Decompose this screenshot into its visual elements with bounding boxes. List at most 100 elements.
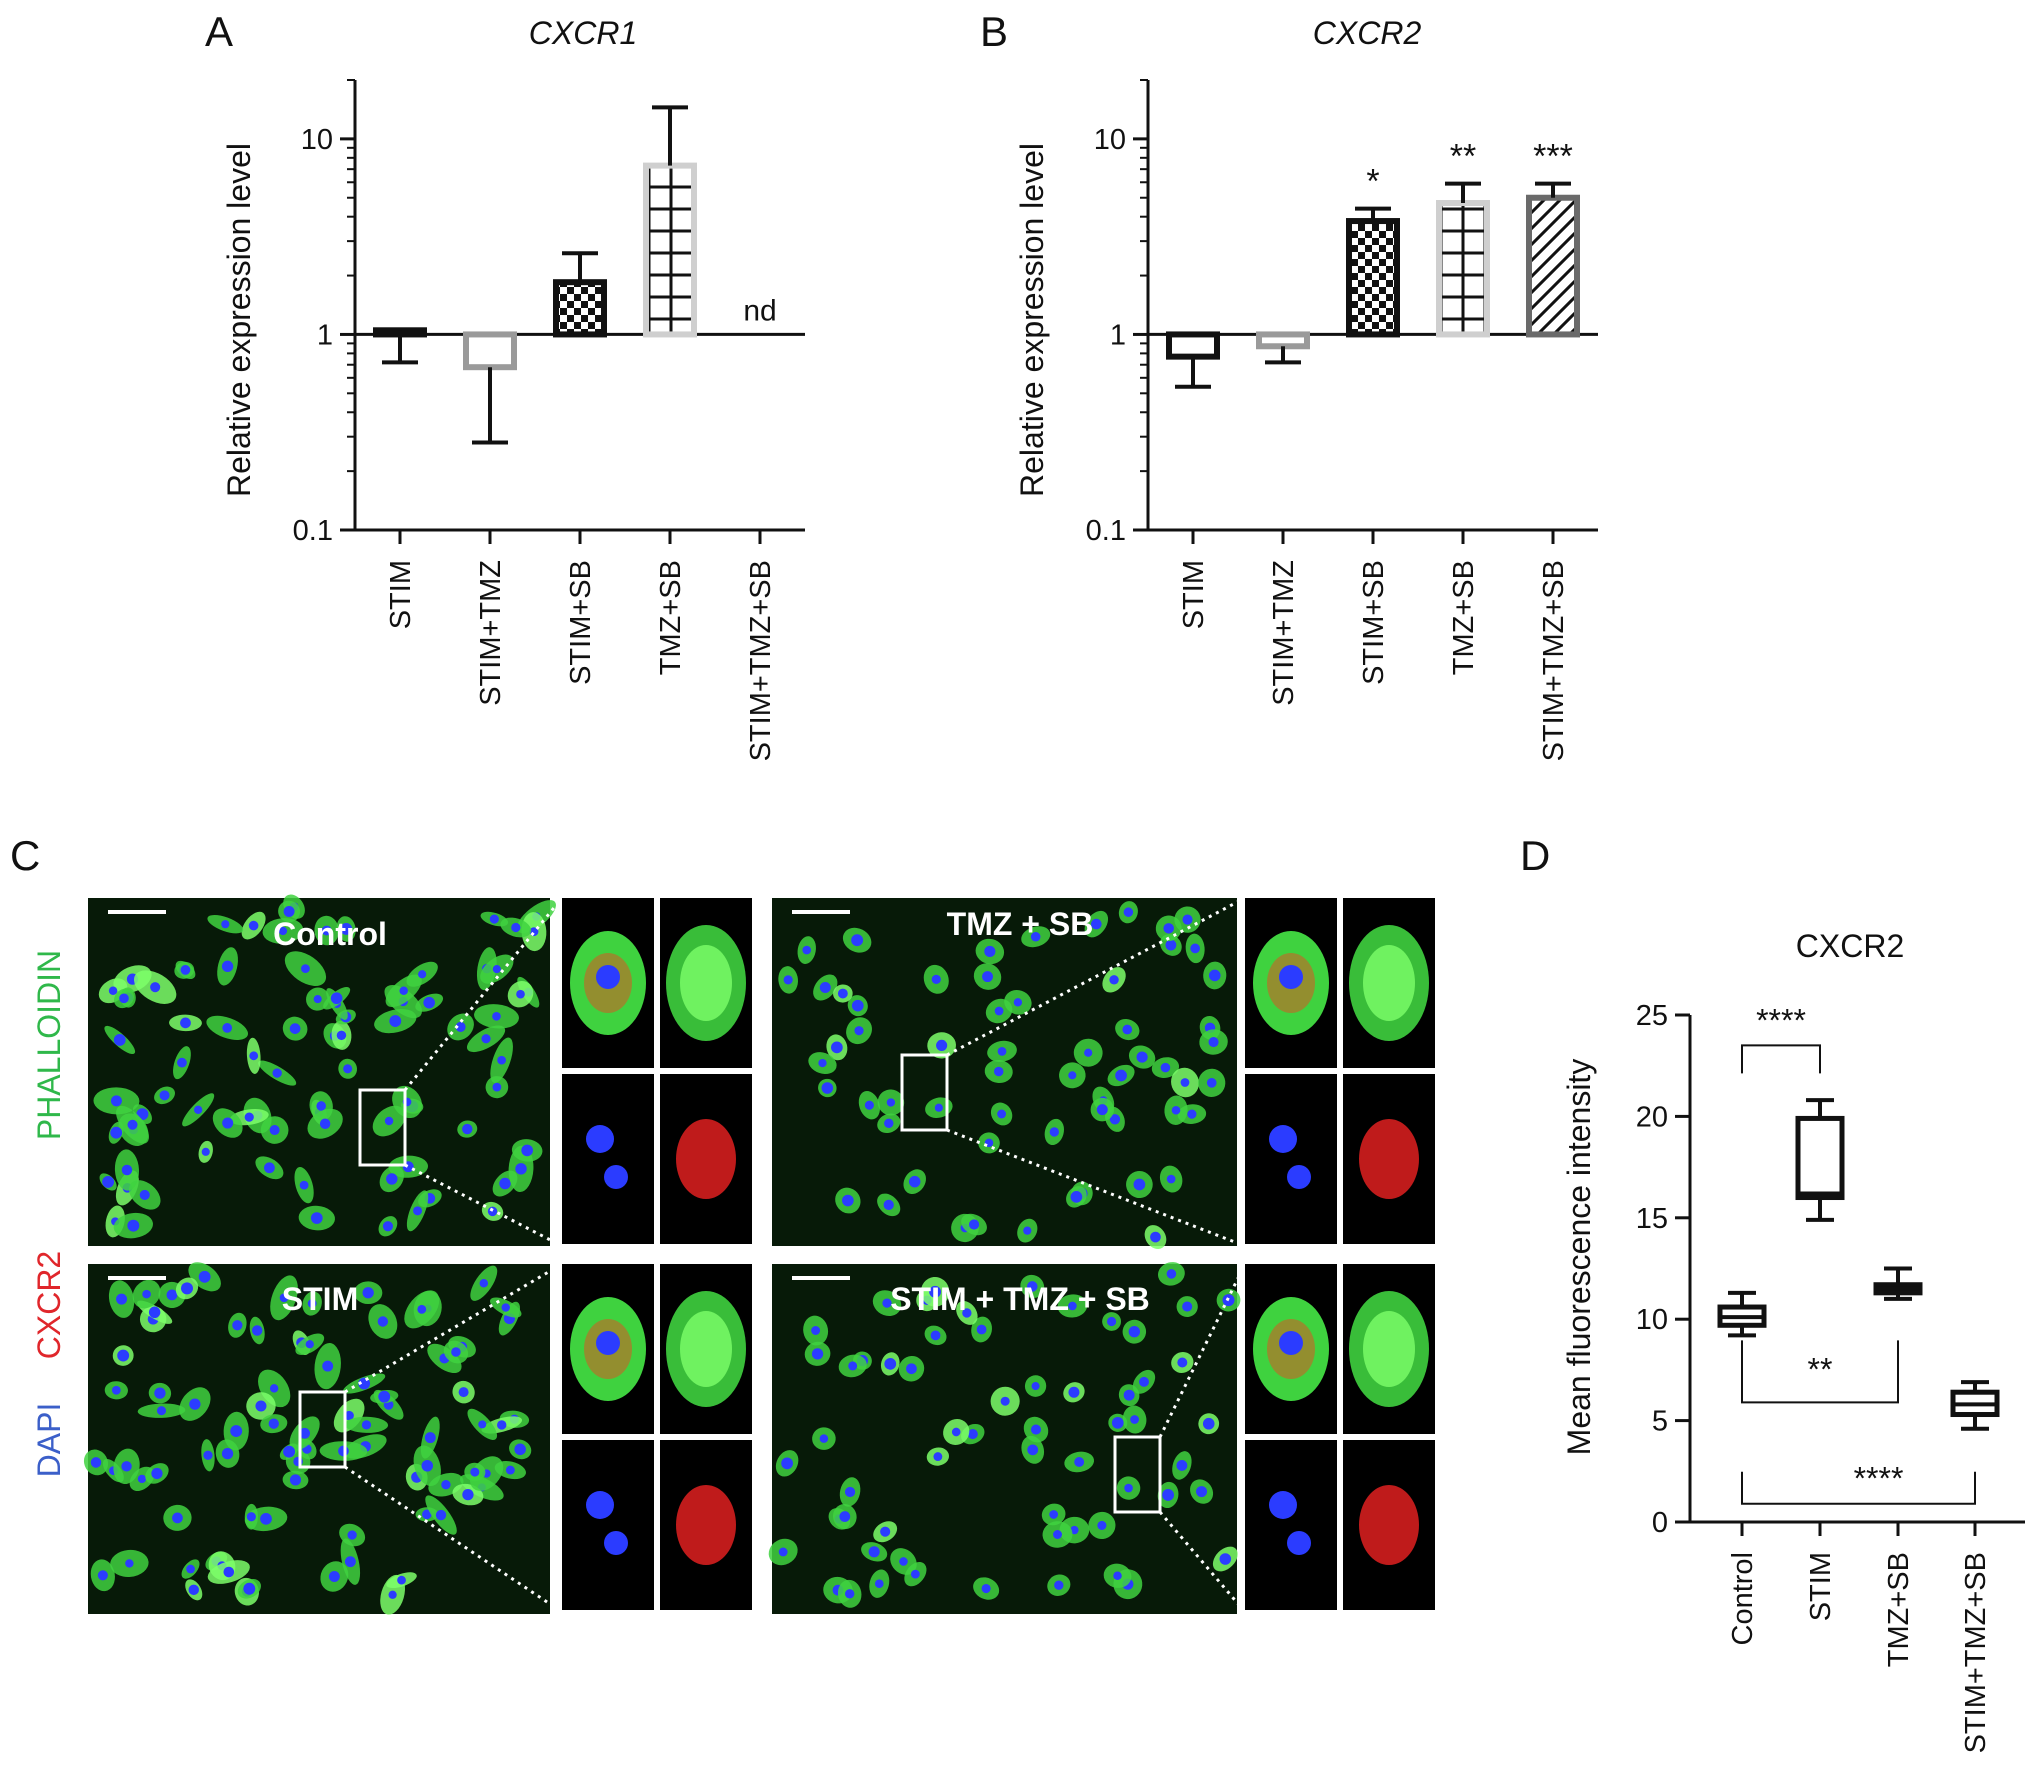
cell-nucleus (251, 1325, 263, 1336)
significance-bracket (1741, 1340, 1899, 1404)
panel-a-chart: A CXCR1 Relative expression level 0.1 1 10… (205, 8, 805, 761)
cell-nucleus (344, 1410, 354, 1421)
cell-nucleus (802, 945, 812, 955)
cell-nucleus (423, 996, 435, 1009)
cell-nucleus (819, 1434, 829, 1443)
cell-nucleus (301, 964, 310, 974)
cell-nucleus (968, 1219, 980, 1230)
inset-nucleus (1279, 965, 1303, 989)
inset-cxcr2-signal (676, 1119, 736, 1199)
cell-nucleus (1030, 931, 1041, 942)
cell-nucleus (283, 905, 295, 917)
cell-nucleus (1054, 1580, 1064, 1590)
cell-nucleus (244, 1112, 254, 1122)
cell-nucleus (1030, 1424, 1042, 1435)
cell-nucleus (908, 1175, 921, 1188)
cell-nucleus (910, 1569, 920, 1579)
cell-nucleus (854, 1026, 864, 1036)
cell-nucleus (268, 1418, 279, 1429)
significance-label: **** (1756, 1002, 1806, 1038)
cell-nucleus (289, 1474, 302, 1486)
significance-bracket (1741, 1471, 1976, 1505)
x-tick-label: TMZ+SB (1883, 1552, 1915, 1667)
panel-b-letter: B (980, 8, 1008, 55)
cell-nucleus (148, 1306, 161, 1318)
cell-nucleus (1160, 1062, 1171, 1073)
cell-nucleus (319, 1118, 331, 1129)
cell-nucleus (418, 970, 427, 979)
cell-nucleus (1165, 939, 1177, 951)
cell-nucleus (967, 1429, 978, 1440)
cell-nucleus (382, 1221, 393, 1232)
cell-nucleus (127, 1219, 140, 1232)
x-tick-label: STIM+TMZ+SB (745, 560, 777, 761)
cell-nucleus (511, 922, 521, 933)
micrograph-panel: TMZ + SB (772, 896, 1435, 1250)
zoom-region-box (358, 1088, 407, 1167)
zoom-guide-line (946, 896, 1246, 1057)
panel-b-title: CXCR2 (1313, 15, 1422, 51)
panel-c-letter: C (10, 832, 40, 879)
cell-nucleus (378, 1390, 391, 1403)
cell-nucleus (899, 1557, 908, 1566)
box (1795, 1115, 1845, 1201)
cell-nucleus (1171, 1105, 1181, 1115)
cell-nucleus (299, 1180, 309, 1190)
cell-nucleus (501, 1303, 510, 1312)
cell-nucleus (156, 1406, 167, 1416)
zoom-guide-line (1158, 1263, 1247, 1438)
cell-nucleus (299, 1427, 311, 1439)
cell-nucleus (882, 1298, 892, 1308)
zoom-guide-line (404, 1163, 563, 1248)
cell-nucleus (492, 1012, 501, 1021)
cell-nucleus (781, 1457, 793, 1470)
cell-nucleus (492, 965, 501, 974)
cell-nucleus (880, 1526, 891, 1537)
bar (1526, 194, 1580, 338)
y-tick-label: 0 (1652, 1507, 1668, 1539)
cell-nucleus (343, 1064, 353, 1074)
zoom-guide-line (1158, 1511, 1247, 1613)
cell-nucleus (201, 1147, 210, 1156)
x-tick-label: STIM+TMZ+SB (1538, 560, 1570, 761)
bar (1436, 199, 1490, 338)
cell-nucleus (1074, 1457, 1085, 1467)
cell-nucleus (243, 1582, 256, 1595)
panel-d-letter: D (1520, 832, 1550, 879)
cell-nucleus (844, 1486, 856, 1498)
y-tick-label: 20 (1636, 1101, 1668, 1133)
cell-nucleus (462, 1488, 474, 1501)
cell-nucleus (499, 1177, 511, 1190)
significance-label: **** (1854, 1461, 1904, 1497)
cell-nucleus (884, 1357, 897, 1370)
y-tick-label: 10 (1094, 124, 1126, 156)
inset-cxcr2-signal (676, 1485, 736, 1565)
cell-nucleus (102, 1175, 115, 1188)
y-tick-label: 5 (1652, 1406, 1668, 1438)
cell-nucleus (1111, 1416, 1124, 1429)
cell-nucleus (417, 1304, 427, 1314)
x-tick-label: STIM (1178, 560, 1210, 629)
cell-nucleus (1053, 1530, 1062, 1539)
significance-label: ** (1450, 138, 1476, 176)
panel-d-ylabel: Mean fluorescence intensity (1561, 1059, 1597, 1456)
cell-nucleus (1190, 943, 1200, 954)
cell-nucleus (1123, 1389, 1135, 1401)
cell-nucleus (821, 1082, 834, 1094)
x-tick-label: STIM (1805, 1552, 1837, 1621)
cell-nucleus (90, 1457, 102, 1468)
cell-nucleus (819, 982, 831, 994)
cell-nucleus (934, 1103, 943, 1112)
stain-label: CXCR2 (31, 1251, 67, 1359)
cell-nucleus (330, 992, 343, 1005)
cell-nucleus (193, 1105, 203, 1115)
cell-nucleus (997, 1109, 1007, 1119)
cell-nucleus (421, 1460, 434, 1472)
zoom-guide-line (403, 897, 564, 1091)
cell-nucleus (462, 1123, 473, 1135)
zoom-region-box (1113, 1435, 1162, 1514)
cell-nucleus (521, 1144, 533, 1157)
cell-nucleus (497, 1055, 507, 1065)
cell-nucleus (347, 1530, 357, 1540)
cell-nucleus (845, 1589, 855, 1599)
